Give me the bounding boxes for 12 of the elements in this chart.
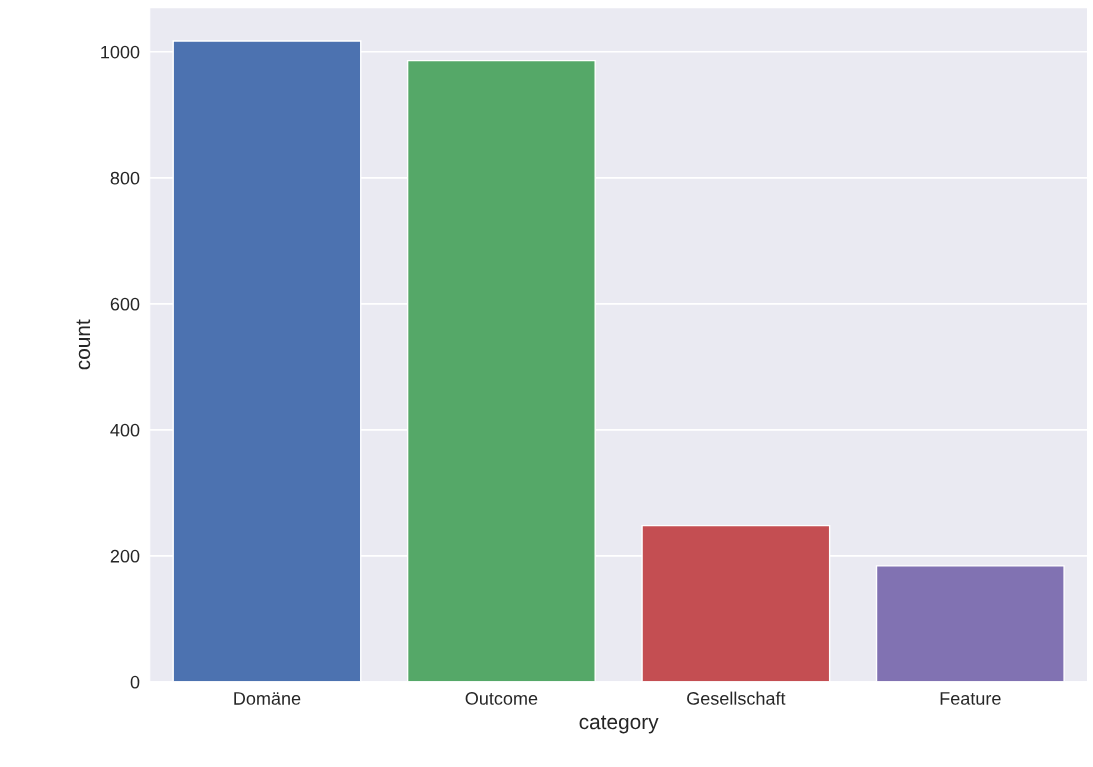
y-tick-label: 1000 (101, 45, 140, 59)
x-tick-label: Gesellschaft (687, 691, 786, 705)
y-tick-label: 400 (110, 423, 140, 437)
x-tick-label: Feature (940, 692, 1001, 705)
y-tick-label: 200 (110, 549, 140, 563)
y-tick-label: 800 (110, 171, 140, 185)
y-axis-title: count (76, 319, 91, 370)
x-tick-label: Outcome (465, 692, 538, 705)
y-tick-label: 600 (110, 297, 140, 311)
x-tick-label: Domäne (234, 692, 301, 705)
y-tick-label: 0 (130, 675, 140, 689)
x-axis-title: category (579, 715, 659, 734)
